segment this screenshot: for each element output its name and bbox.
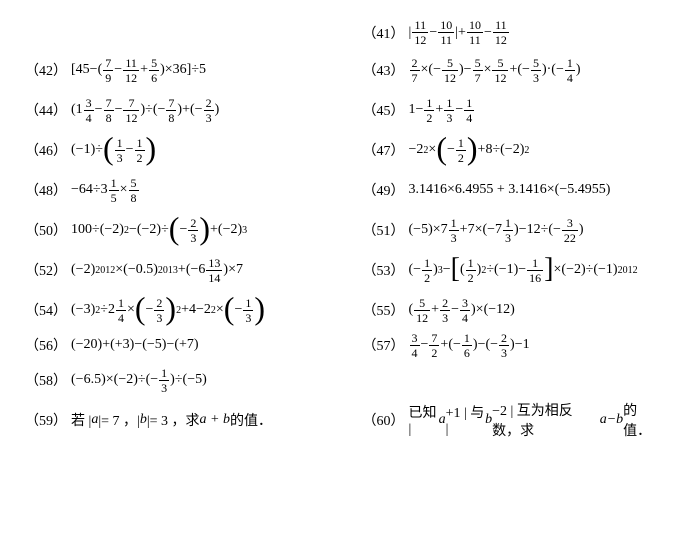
right-empty	[363, 360, 661, 400]
problem-number: （44）	[25, 100, 67, 120]
problem-58: （58） (−6.5) ×(−2) ÷(− 13 )÷ (−5)	[25, 360, 323, 400]
problem-number: （60）	[363, 410, 405, 430]
problem-number: （41）	[363, 23, 405, 43]
problem-49: （49） 3.1416×6.4955 + 3.1416×(−5.4955)	[363, 170, 661, 210]
problem-54: （54） (−3)2 ÷2 14 × (− 23 )2 +4−22 × (− 1…	[25, 290, 323, 330]
left-empty	[25, 15, 323, 50]
problem-43: （43） 27 ×(− 512 )− 57 × 512 +(− 53 )·(− …	[363, 50, 661, 90]
abs-bar: |	[409, 25, 412, 41]
problem-47: （47） −22 × (− 12 ) +8÷ (−2)2	[363, 130, 661, 170]
problem-50: （50） 100÷ (−2)2 − (−2) ÷ (− 23 ) + (−2)3	[25, 210, 323, 250]
problem-number: （47）	[363, 140, 405, 160]
problem-44: （44） (1 34 − 78 − 712 )÷(− 78 )+(− 23 )	[25, 90, 323, 130]
problem-number: （53）	[363, 260, 405, 280]
expr-text: (−20)+(+3)−(−5)−(+7)	[71, 337, 199, 353]
problem-42: （42） [45 −( 79 − 1112 + 56 )×36] ÷5	[25, 50, 323, 90]
expr-text: 3.1416×6.4955 + 3.1416×(−5.4955)	[409, 182, 611, 198]
problem-46: （46） (−1) ÷ ( 13 − 12 )	[25, 130, 323, 170]
problem-number: （55）	[363, 300, 405, 320]
problem-number: （46）	[25, 140, 67, 160]
problem-59: （59） 若 |a|= 7 ，|b|= 3 ，求 a + b 的值．	[25, 400, 323, 440]
problem-number: （59）	[25, 410, 67, 430]
problem-number: （49）	[363, 180, 405, 200]
problem-60: （60） 已知 | a+1 | 与 | b−2 | 互为相反数，求 a−b 的值…	[363, 400, 661, 440]
problem-55: （55） ( 512 + 23 − 34 )× (−12)	[363, 290, 661, 330]
problem-56: （56） (−20)+(+3)−(−5)−(+7)	[25, 330, 323, 360]
problem-53: （53） (− 12 )3 − [ ( 12 )2 ÷(−1) − 116 ] …	[363, 250, 661, 290]
problem-52: （52） (−2)2012 × (−0.5)2013 +(− 6 1314 )×…	[25, 250, 323, 290]
problem-number: （42）	[25, 60, 67, 80]
problem-number: （57）	[363, 335, 405, 355]
problem-number: （45）	[363, 100, 405, 120]
problem-48: （48） −64÷ 3 15 × 58	[25, 170, 323, 210]
problem-number: （51）	[363, 220, 405, 240]
problem-number: （56）	[25, 335, 67, 355]
problem-number: （58）	[25, 370, 67, 390]
problem-number: （43）	[363, 60, 405, 80]
problem-number: （54）	[25, 300, 67, 320]
problem-51: （51） (−5)× 7 13 +7× (−7 13 )−12÷ (− 322 …	[363, 210, 661, 250]
problem-number: （48）	[25, 180, 67, 200]
problem-number: （52）	[25, 260, 67, 280]
problem-41: （41） | 1112 − 1011 | + 1011 − 1112	[363, 15, 661, 50]
problem-45: （45） 1− 12 + 13 − 14	[363, 90, 661, 130]
problem-57: （57） 34 − 72 +(− 16 )−(− 23 )−1	[363, 330, 661, 360]
problem-number: （50）	[25, 220, 67, 240]
